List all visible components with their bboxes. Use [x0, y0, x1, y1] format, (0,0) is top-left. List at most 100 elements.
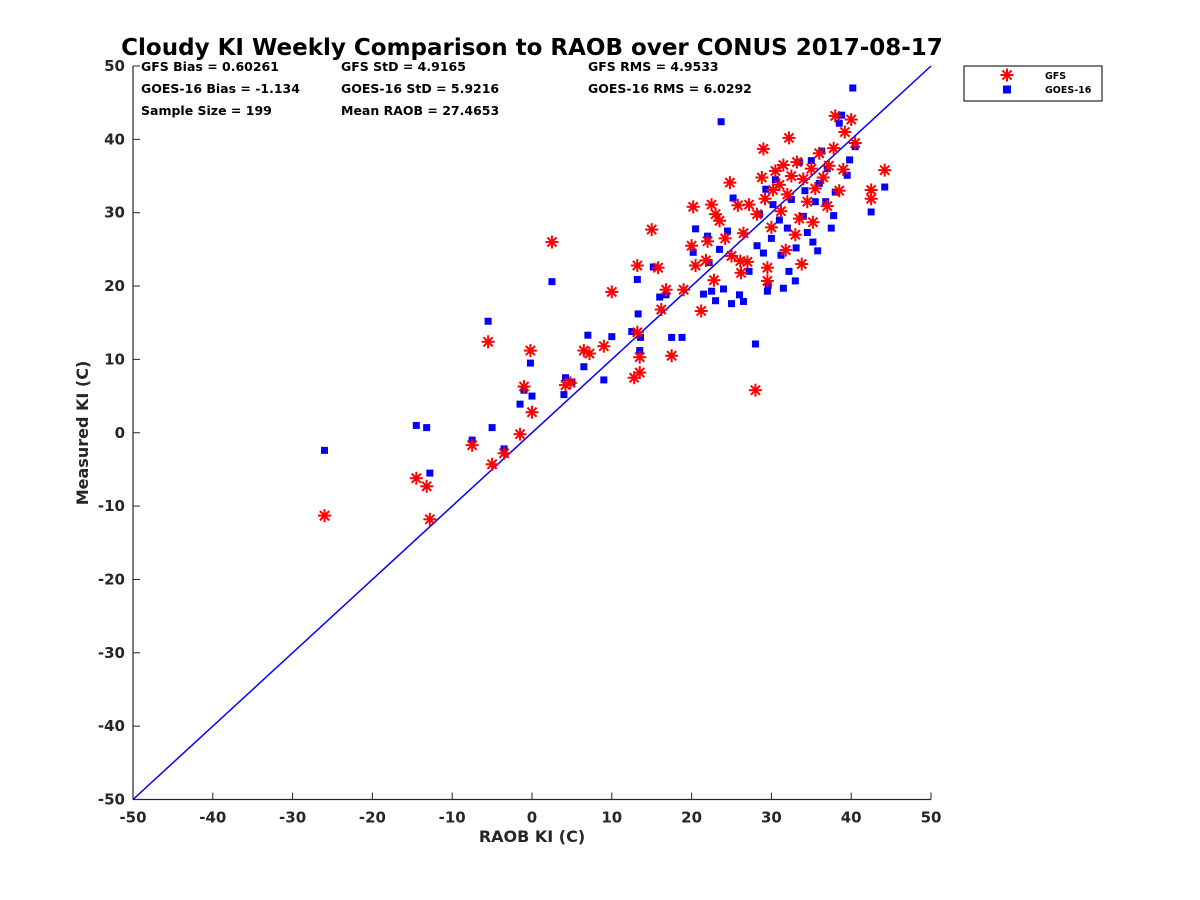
gfs-point: [768, 164, 782, 178]
gfs-point: [685, 239, 699, 253]
gfs-point: [699, 253, 713, 267]
goes16-point: [751, 340, 759, 348]
gfs-point: [630, 259, 644, 273]
gfs-point: [832, 184, 846, 198]
stat-gfs-std: GFS StD = 4.9165: [341, 59, 466, 74]
goes16-point: [739, 297, 747, 305]
gfs-point: [780, 187, 794, 201]
goes16-point: [717, 118, 725, 126]
goes16-point: [763, 287, 771, 295]
goes16-point: [779, 284, 787, 292]
goes16-point: [814, 247, 822, 255]
gfs-point: [525, 405, 539, 419]
goes16-point: [584, 331, 592, 339]
gfs-point: [689, 259, 703, 273]
y-tick-label: -10: [98, 497, 125, 515]
gfs-point: [816, 170, 830, 184]
axis-tick-labels: -50 -40 -30 -20 -10 0 10 20 30 40 50 -50 -40 -30 -20 -1…: [98, 57, 942, 827]
goes16-point: [516, 400, 524, 408]
gfs-point: [633, 366, 647, 380]
goes16-point: [488, 424, 496, 432]
goes16-point: [803, 229, 811, 237]
goes16-point: [799, 212, 807, 220]
y-axis-label: Measured KI (C): [73, 361, 92, 506]
stat-gfs-rms: GFS RMS = 4.9533: [588, 59, 719, 74]
gfs-point: [760, 261, 774, 275]
goes16-point: [867, 208, 875, 216]
goes16-point: [830, 212, 838, 220]
goes16-point: [728, 300, 735, 308]
gfs-point: [828, 109, 842, 123]
gfs-point: [705, 198, 719, 212]
gfs-point: [481, 335, 495, 349]
goes16-point: [775, 216, 783, 224]
gfs-point: [822, 159, 836, 173]
goes16-point: [720, 285, 728, 293]
x-tick-label: 40: [841, 809, 862, 827]
goes16-point: [835, 119, 843, 127]
goes16-point: [783, 224, 791, 232]
goes16-point: [809, 238, 817, 246]
gfs-point: [725, 249, 738, 263]
gfs-point: [796, 172, 810, 186]
stats-annotations: GFS Bias = 0.60261 GFS StD = 4.9165 GFS …: [141, 59, 752, 118]
x-tick-label: -30: [279, 809, 306, 827]
goes16-point: [528, 392, 536, 400]
gfs-point: [677, 283, 691, 297]
goes16-point: [801, 187, 809, 195]
goes16-point: [708, 287, 716, 295]
goes16-point: [608, 333, 616, 341]
stat-gfs-bias: GFS Bias = 0.60261: [141, 59, 279, 74]
one-to-one-line: [132, 65, 932, 801]
gfs-point: [654, 303, 668, 317]
goes16-point: [767, 234, 775, 242]
gfs-point: [545, 235, 559, 249]
gfs-point: [742, 198, 756, 212]
gfs-point: [750, 207, 764, 221]
legend-gfs-asterisk: [1000, 68, 1014, 82]
x-tick-label: 0: [527, 809, 537, 827]
goes16-point: [412, 421, 420, 429]
goes16-point: [881, 183, 889, 191]
goes16-point: [423, 424, 431, 432]
gfs-point: [808, 181, 822, 195]
gfs-point: [659, 283, 673, 297]
goes16-point: [769, 201, 777, 209]
gfs-point: [782, 131, 796, 145]
goes16-point: [807, 157, 815, 165]
goes16-point: [692, 225, 700, 233]
goes16-point: [716, 245, 724, 253]
x-tick-label: 50: [921, 809, 942, 827]
y-tick-label: -30: [98, 644, 125, 662]
goes16-point: [637, 333, 645, 341]
gfs-point: [790, 155, 804, 169]
goes16-point: [712, 297, 720, 305]
goes16-point: [724, 227, 732, 235]
goes16-point: [526, 359, 534, 367]
goes16-point: [636, 347, 644, 355]
goes16-point: [849, 84, 857, 92]
x-tick-label: 30: [761, 809, 782, 827]
goes16-point: [562, 374, 570, 382]
gfs-point: [630, 325, 644, 339]
gfs-point: [758, 192, 772, 206]
gfs-point: [420, 479, 434, 493]
gfs-point: [318, 509, 332, 523]
goes16-point: [656, 293, 664, 301]
goes16-point: [668, 333, 676, 341]
y-tick-label: 10: [104, 350, 125, 368]
x-tick-label: 10: [601, 809, 622, 827]
gfs-point: [686, 200, 700, 214]
gfs-point: [497, 446, 511, 460]
gfs-point: [605, 285, 619, 299]
gfs-point: [795, 257, 809, 271]
x-tick-label: -20: [359, 809, 386, 827]
goes16-point: [633, 275, 641, 283]
gfs-point: [665, 349, 679, 363]
gfs-point: [764, 220, 778, 234]
gfs-point: [800, 195, 814, 209]
stat-goes16-bias: GOES-16 Bias = -1.134: [141, 81, 300, 96]
chart-title: Cloudy KI Weekly Comparison to RAOB over…: [121, 35, 943, 61]
stat-mean-raob: Mean RAOB = 27.4653: [341, 103, 499, 118]
